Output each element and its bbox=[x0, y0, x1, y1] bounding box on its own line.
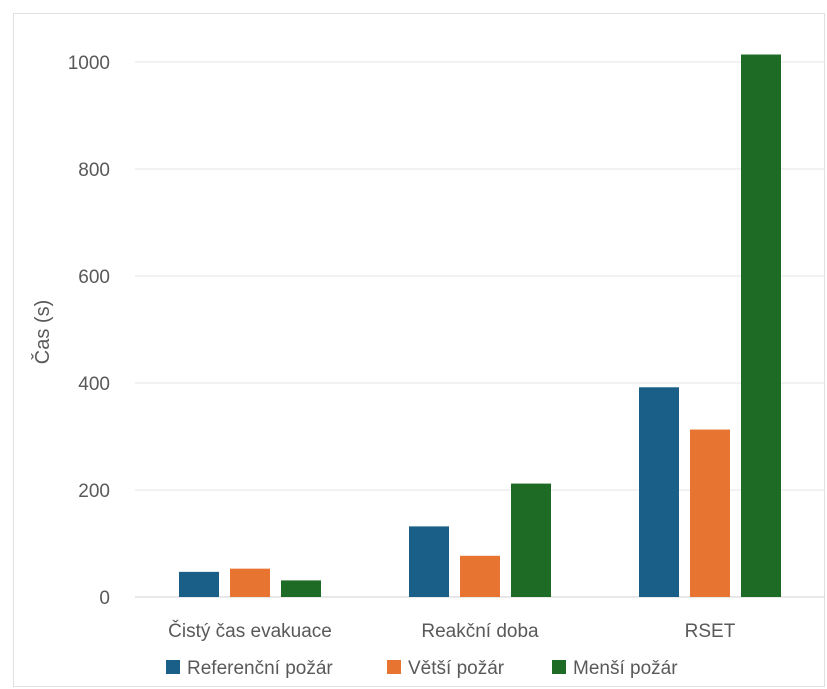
x-tick-label: RSET bbox=[685, 621, 736, 642]
y-tick-label: 1000 bbox=[68, 53, 110, 74]
y-axis-title: Čas (s) bbox=[31, 300, 54, 364]
legend-swatch bbox=[387, 660, 401, 674]
legend-label: Referenční požár bbox=[187, 658, 333, 679]
bar-2-1 bbox=[230, 568, 270, 597]
bar-3-3 bbox=[741, 54, 781, 597]
x-tick-label: Reakční doba bbox=[421, 621, 539, 642]
legend-label: Větší požár bbox=[408, 658, 505, 679]
y-tick-label: 400 bbox=[78, 374, 110, 395]
bar-2-2 bbox=[460, 555, 500, 597]
bar-1-3 bbox=[639, 387, 679, 597]
bar-3-2 bbox=[511, 483, 551, 597]
y-tick-label: 800 bbox=[78, 160, 110, 181]
bar-1-1 bbox=[179, 571, 219, 597]
legend-swatch bbox=[166, 660, 180, 674]
y-tick-label: 0 bbox=[99, 588, 110, 609]
legend-label: Menší požár bbox=[573, 658, 678, 679]
bar-3-1 bbox=[281, 580, 321, 597]
legend-swatch bbox=[552, 660, 566, 674]
x-axis-ticks: Čistý čas evakuace Reakční doba RSET bbox=[168, 620, 736, 642]
x-tick-label: Čistý čas evakuace bbox=[168, 620, 332, 642]
y-tick-label: 600 bbox=[78, 267, 110, 288]
bars bbox=[179, 54, 781, 597]
bar-1-2 bbox=[409, 526, 449, 597]
y-axis-ticks: 0 200 400 600 800 1000 bbox=[68, 53, 110, 609]
chart-frame bbox=[13, 13, 825, 687]
bar-2-3 bbox=[690, 429, 730, 597]
legend: Referenční požár Větší požár Menší požár bbox=[166, 658, 678, 679]
y-tick-label: 200 bbox=[78, 481, 110, 502]
